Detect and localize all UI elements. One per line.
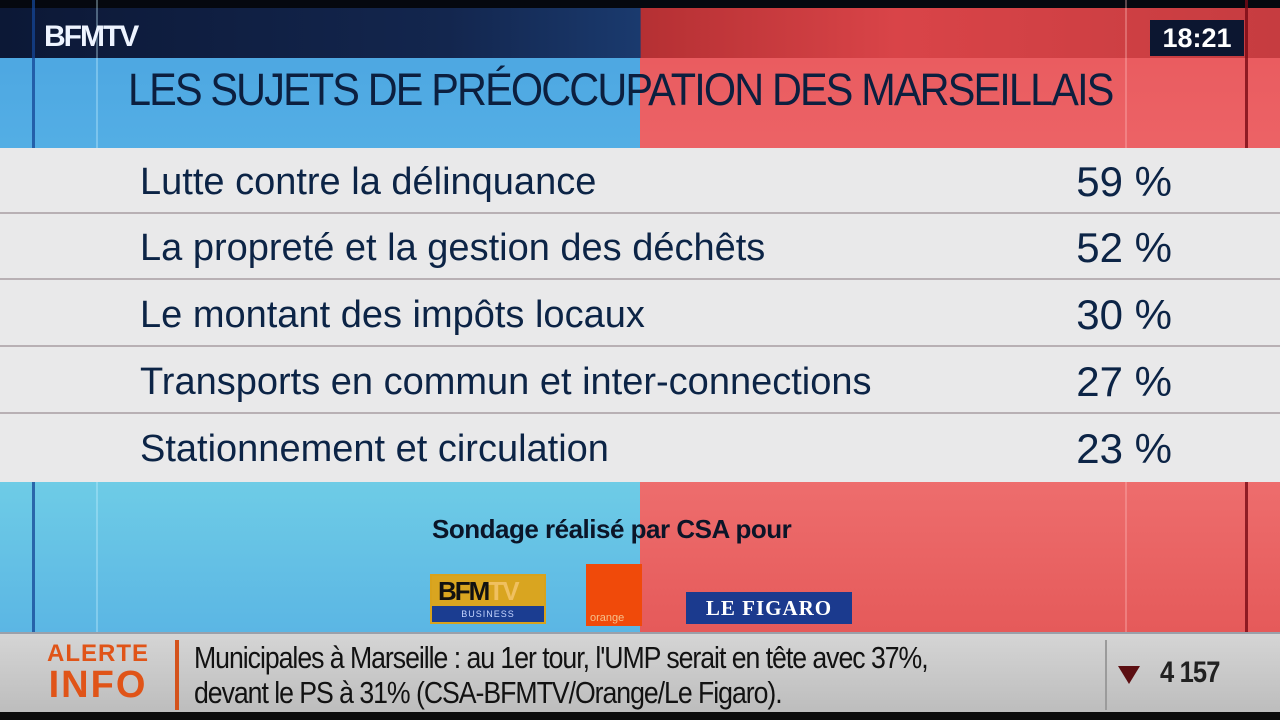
alert-label-line1: ALERTE <box>47 640 149 667</box>
market-index-value: 4 157 <box>1160 656 1220 689</box>
top-bar <box>0 0 1280 58</box>
top-bar-shade <box>0 0 1280 8</box>
row-value: 27 % <box>1076 358 1172 405</box>
orange-logo: orange <box>586 564 642 626</box>
row-label: Stationnement et circulation <box>140 428 609 470</box>
row-value: 52 % <box>1076 224 1172 271</box>
ticker-line-2: devant le PS à 31% (CSA-BFMTV/Orange/Le … <box>194 675 783 710</box>
down-arrow-icon <box>1118 666 1140 684</box>
clock: 18:21 <box>1150 20 1244 56</box>
row-label: Lutte contre la délinquance <box>140 161 597 203</box>
row-label: Transports en commun et inter-connection… <box>140 361 872 403</box>
alert-info-label: ALERTE INFO <box>36 640 160 706</box>
bfm-business-logo: BFMTV BUSINESS <box>430 574 546 624</box>
ticker-separator <box>1105 640 1107 710</box>
bfm-logo-text: BFM <box>438 576 490 606</box>
ticker-divider <box>175 640 179 710</box>
bottom-border <box>0 712 1280 720</box>
le-figaro-logo: LE FIGARO <box>686 592 852 624</box>
row-value: 23 % <box>1076 425 1172 472</box>
ticker-line-1: Municipales à Marseille : au 1er tour, l… <box>194 640 929 675</box>
poll-source-text: Sondage réalisé par CSA pour <box>432 514 792 544</box>
bfm-logo-subtitle: BUSINESS <box>432 606 544 622</box>
row-value: 30 % <box>1076 291 1172 338</box>
page-title: LES SUJETS DE PRÉOCCUPATION DES MARSEILL… <box>128 64 1114 115</box>
news-ticker: ALERTE INFO Municipales à Marseille : au… <box>0 632 1280 712</box>
channel-logo: BFMTV <box>44 20 139 53</box>
bfm-logo-tv: TV <box>488 576 519 606</box>
alert-label-line2: INFO <box>48 664 148 706</box>
table-row: Stationnement et circulation 23 % <box>0 415 1280 481</box>
ticker-headline: Municipales à Marseille : au 1er tour, l… <box>194 640 929 710</box>
table-row: Lutte contre la délinquance 59 % <box>0 148 1280 214</box>
row-label: Le montant des impôts locaux <box>140 294 645 336</box>
table-row: Le montant des impôts locaux 30 % <box>0 281 1280 347</box>
table-row: Transports en commun et inter-connection… <box>0 348 1280 414</box>
results-table: Lutte contre la délinquance 59 % La prop… <box>0 148 1280 482</box>
row-label: La propreté et la gestion des déchêts <box>140 227 766 269</box>
row-value: 59 % <box>1076 158 1172 205</box>
bfm-logo-wordmark: BFMTV <box>432 576 544 606</box>
table-row: La propreté et la gestion des déchêts 52… <box>0 214 1280 280</box>
orange-logo-text: orange <box>590 612 625 624</box>
